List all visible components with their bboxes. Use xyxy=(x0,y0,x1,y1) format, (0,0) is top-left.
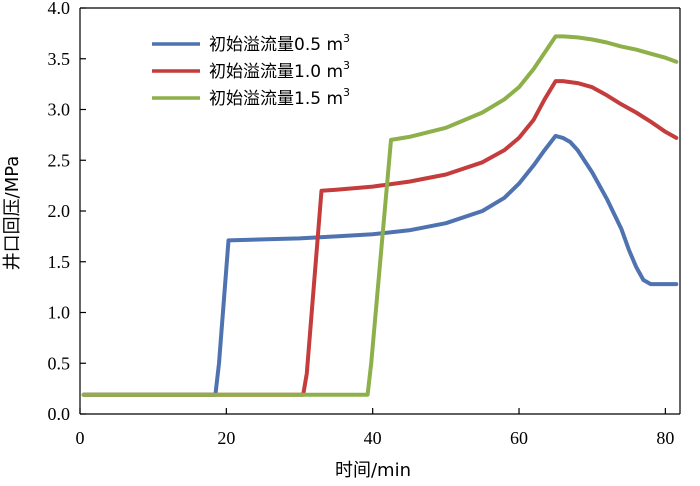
y-tick-label: 4.0 xyxy=(48,0,71,18)
y-tick-label: 0.0 xyxy=(48,404,71,424)
x-tick-label: 40 xyxy=(364,428,382,448)
legend-label-text: 初始溢流量1.0 m xyxy=(209,62,343,82)
series-layer xyxy=(81,34,679,397)
legend-label-superscript: 3 xyxy=(343,59,350,72)
y-tick-label: 1.0 xyxy=(48,303,71,323)
y-tick-label: 1.5 xyxy=(48,252,71,272)
legend-label-superscript: 3 xyxy=(343,86,350,99)
y-tick-label: 2.0 xyxy=(48,201,71,221)
series-line-1 xyxy=(81,133,679,397)
series-line-2 xyxy=(81,79,679,397)
y-tick-label: 0.5 xyxy=(48,353,71,373)
x-axis-title: 时间/min xyxy=(335,460,411,481)
x-tick-label: 60 xyxy=(510,428,528,448)
series-line-3 xyxy=(81,34,679,397)
y-tick-label: 3.5 xyxy=(48,49,71,69)
x-tick-label: 80 xyxy=(656,428,674,448)
legend-label-2: 初始溢流量1.0 m3 xyxy=(209,59,350,82)
y-axis-title: 井口回压/MPa xyxy=(2,156,23,271)
axes: 0.0 0.5 1.0 1.5 2.0 2.5 3.0 3.5 4.0 0 20 40 60 80 xyxy=(48,0,681,448)
x-tick-label: 0 xyxy=(76,428,85,448)
x-tick-label: 20 xyxy=(217,428,235,448)
y-tick-label: 3.0 xyxy=(48,100,71,120)
legend-label-superscript: 3 xyxy=(343,32,350,45)
y-tick-label: 2.5 xyxy=(48,150,71,170)
legend-label-text: 初始溢流量1.5 m xyxy=(209,89,343,109)
legend-label-3: 初始溢流量1.5 m3 xyxy=(209,86,350,109)
legend-label-1: 初始溢流量0.5 m3 xyxy=(209,32,350,55)
legend-label-text: 初始溢流量0.5 m xyxy=(209,35,343,55)
